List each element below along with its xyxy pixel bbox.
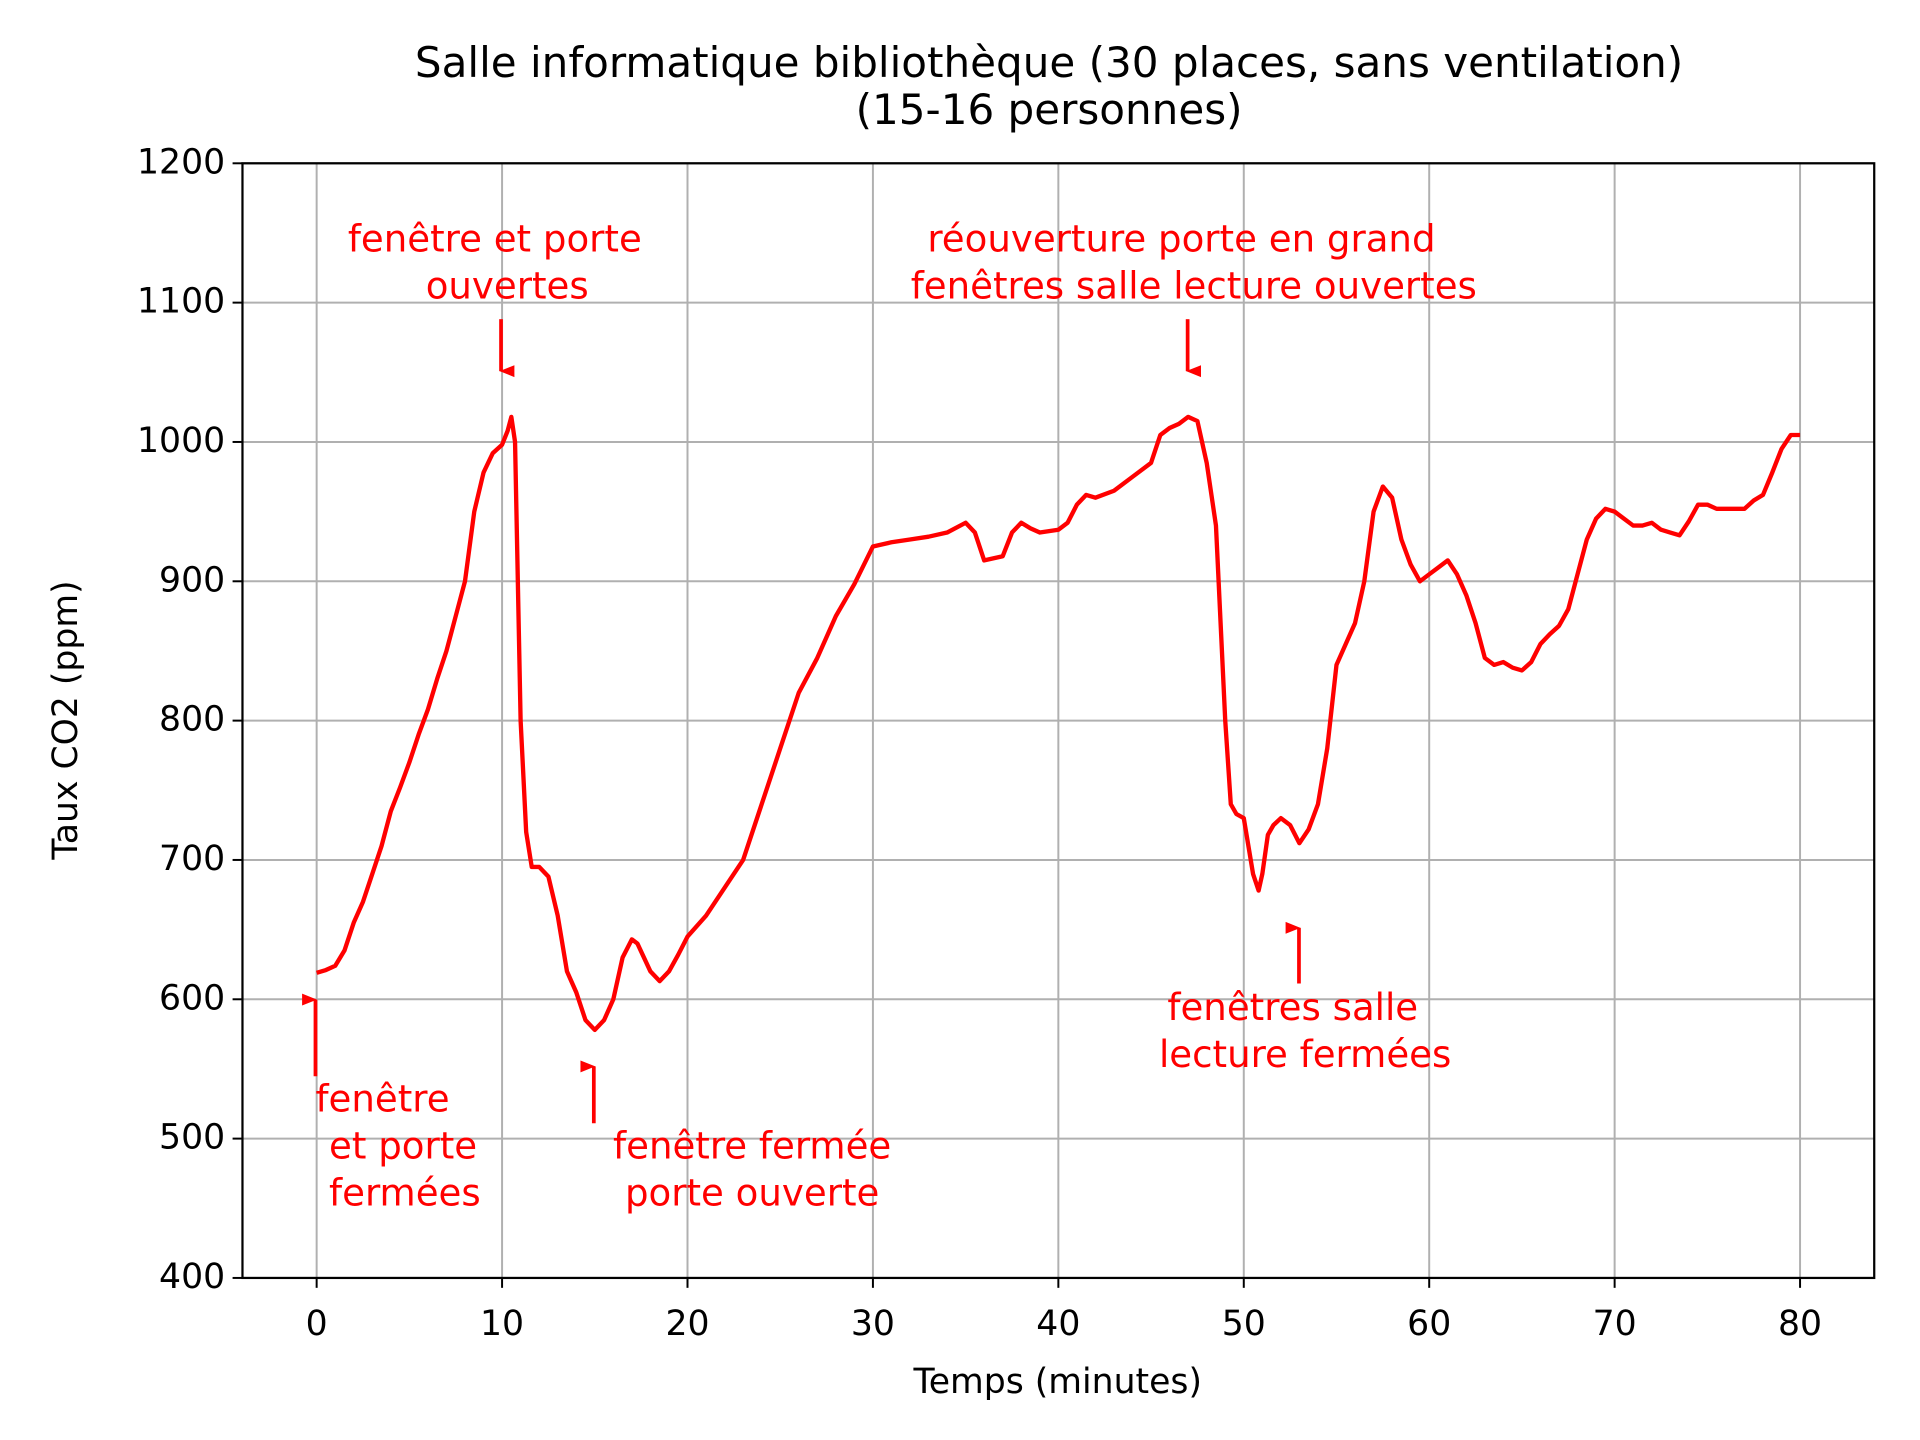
- x-tick-label: 80: [1778, 1304, 1822, 1344]
- annotation: et porte: [329, 1125, 477, 1168]
- y-tick-label: 800: [159, 700, 225, 740]
- x-tick-label: 50: [1222, 1304, 1266, 1344]
- x-tick-label: 20: [665, 1304, 709, 1344]
- annotation: lecture fermées: [1159, 1033, 1451, 1076]
- plot-frame: [241, 162, 1876, 1280]
- data-line: [316, 414, 1801, 1033]
- annotation: fenêtre: [315, 1078, 449, 1121]
- y-axis-label: Taux CO2 (ppm): [46, 580, 86, 860]
- y-tick-label: 700: [159, 839, 225, 879]
- x-axis-label: Temps (minutes): [912, 1362, 1202, 1402]
- annotation: réouverture porte en grand: [927, 218, 1435, 261]
- y-tick-label: 1100: [137, 282, 225, 322]
- x-tick-label: 10: [480, 1304, 524, 1344]
- annotation: fenêtre et porte: [348, 218, 642, 261]
- y-tick-label: 1000: [137, 421, 225, 461]
- annotation: fenêtre fermée: [613, 1125, 891, 1168]
- y-tick-label: 1200: [137, 142, 225, 182]
- chart-title: (15-16 personnes): [856, 85, 1243, 134]
- chart-title: Salle informatique bibliothèque (30 plac…: [415, 38, 1683, 87]
- x-tick-label: 40: [1036, 1304, 1080, 1344]
- y-tick-label: 600: [159, 978, 225, 1018]
- annotation: porte ouverte: [625, 1172, 879, 1215]
- x-tick-label: 30: [851, 1304, 895, 1344]
- annotation: fenêtres salle: [1167, 986, 1418, 1029]
- annotation: ouvertes: [426, 265, 589, 308]
- y-tick-label: 900: [159, 560, 225, 600]
- x-tick-label: 0: [306, 1304, 328, 1344]
- annotation: fermées: [329, 1172, 481, 1215]
- y-tick-label: 400: [159, 1257, 225, 1297]
- x-tick-label: 60: [1407, 1304, 1451, 1344]
- x-tick-label: 70: [1593, 1304, 1637, 1344]
- annotation: fenêtres salle lecture ouvertes: [911, 265, 1477, 308]
- y-tick-label: 500: [159, 1118, 225, 1158]
